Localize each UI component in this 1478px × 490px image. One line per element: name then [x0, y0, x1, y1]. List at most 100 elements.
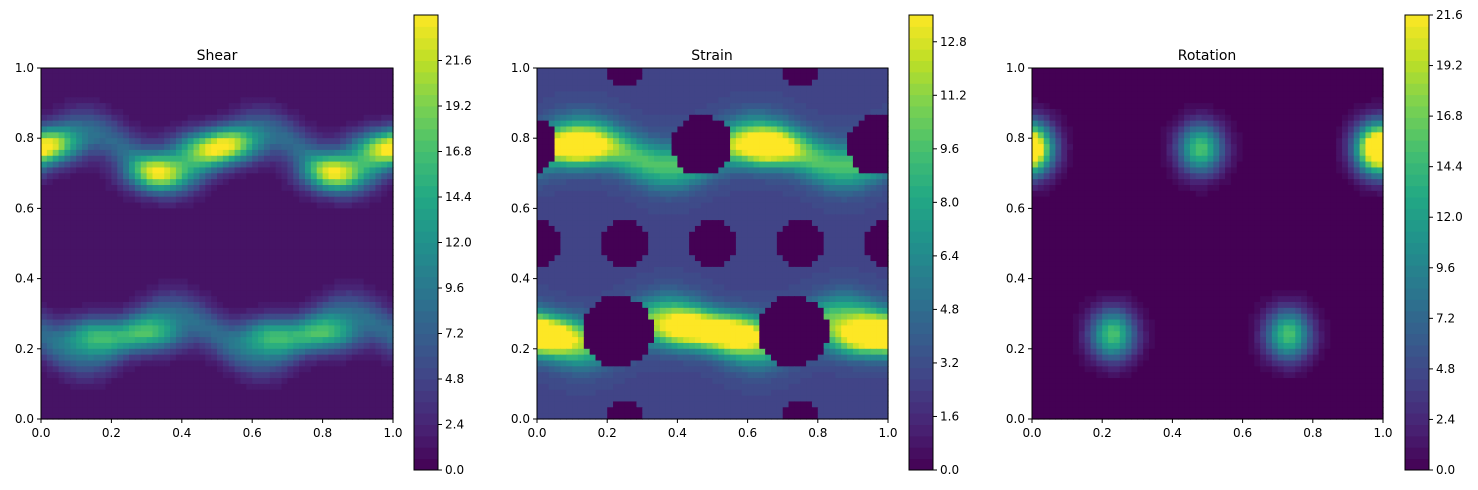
heat-cell — [105, 354, 112, 362]
heat-cell — [275, 319, 283, 326]
heat-cell — [387, 225, 394, 233]
heat-cell — [41, 161, 48, 169]
heat-cell — [99, 185, 107, 192]
heat-cell — [305, 307, 312, 315]
heat-cell — [735, 120, 743, 128]
heat-cell — [129, 378, 136, 385]
heat-cell — [340, 126, 347, 133]
heat-cell — [328, 173, 335, 180]
heat-cell — [287, 319, 294, 326]
heat-cell — [181, 284, 189, 291]
heat-cell — [375, 319, 382, 326]
heat-cell — [876, 73, 883, 81]
heat-cell — [205, 190, 212, 198]
heat-cell — [152, 161, 159, 169]
heat-cell — [246, 313, 253, 321]
heat-cell — [275, 220, 283, 227]
heat-cell — [293, 68, 300, 75]
heat-cell — [117, 337, 124, 344]
heat-cell — [381, 249, 388, 256]
heat-cell — [735, 73, 743, 81]
heat-cell — [712, 167, 719, 174]
heat-cell — [93, 413, 101, 420]
heat-cell — [187, 354, 195, 362]
heat-cell — [181, 325, 189, 332]
heat-cell — [351, 108, 359, 116]
heat-cell — [340, 185, 347, 192]
heat-cell — [234, 108, 242, 116]
heat-cell — [554, 138, 561, 145]
heat-cell — [870, 103, 877, 110]
heat-cell — [170, 132, 177, 139]
heat-cell — [87, 272, 95, 280]
heat-cell — [123, 389, 130, 397]
heat-cell — [542, 138, 550, 145]
heat-cell — [542, 185, 550, 192]
heat-cell — [334, 120, 341, 128]
heat-cell — [351, 79, 359, 87]
colorbar-segment — [414, 379, 438, 391]
heat-cell — [718, 68, 725, 75]
heat-cell — [659, 179, 667, 186]
heat-cell — [252, 383, 259, 391]
heat-cell — [328, 237, 335, 245]
heat-cell — [782, 97, 790, 104]
heat-cell — [281, 196, 288, 204]
heat-cell — [718, 155, 725, 163]
heat-cell — [228, 108, 236, 116]
heat-cell — [99, 337, 107, 344]
heat-cell — [58, 196, 66, 204]
heat-cell — [346, 179, 353, 186]
heat-cell — [747, 173, 755, 180]
heat-cell — [199, 190, 206, 198]
heat-cell — [788, 73, 795, 81]
heat-cell — [82, 132, 89, 139]
heat-cell — [683, 85, 690, 92]
heat-cell — [724, 167, 731, 174]
heat-cell — [234, 319, 242, 326]
heat-cell — [211, 155, 218, 163]
heat-cell — [293, 161, 300, 169]
heat-cell — [613, 73, 620, 81]
heat-cell — [205, 196, 212, 204]
heat-cell — [882, 179, 889, 186]
heat-cell — [187, 266, 195, 274]
heat-cell — [659, 173, 667, 180]
heat-cell — [577, 132, 585, 139]
heat-cell — [607, 97, 614, 104]
heat-cell — [369, 120, 376, 128]
heat-cell — [158, 167, 165, 174]
heat-cell — [46, 73, 54, 81]
heat-cell — [187, 126, 195, 133]
heat-cell — [328, 325, 335, 332]
heat-cell — [281, 354, 288, 362]
heat-cell — [759, 103, 766, 110]
heat-cell — [222, 266, 230, 274]
heat-cell — [140, 108, 148, 116]
heat-cell — [152, 120, 159, 128]
heat-cell — [357, 372, 365, 379]
heat-cell — [351, 372, 359, 379]
heat-cell — [52, 231, 60, 239]
heat-cell — [158, 161, 165, 169]
heat-cell — [140, 91, 148, 98]
heat-cell — [659, 144, 667, 151]
heat-cell — [134, 372, 142, 379]
heat-cell — [624, 97, 632, 104]
heat-cell — [689, 179, 696, 186]
heat-cell — [211, 383, 218, 391]
heat-cell — [328, 126, 335, 133]
heat-cell — [735, 103, 743, 110]
heat-cell — [677, 73, 684, 81]
heat-cell — [193, 302, 200, 309]
heat-cell — [328, 132, 335, 139]
heat-cell — [52, 307, 60, 315]
heat-cell — [158, 337, 165, 344]
heat-cell — [287, 179, 294, 186]
heat-cell — [577, 68, 585, 75]
heat-cell — [613, 108, 620, 116]
heat-cell — [82, 249, 89, 256]
heat-cell — [152, 179, 159, 186]
y-tick-label: 0.2 — [15, 342, 34, 356]
heat-cell — [322, 284, 330, 291]
